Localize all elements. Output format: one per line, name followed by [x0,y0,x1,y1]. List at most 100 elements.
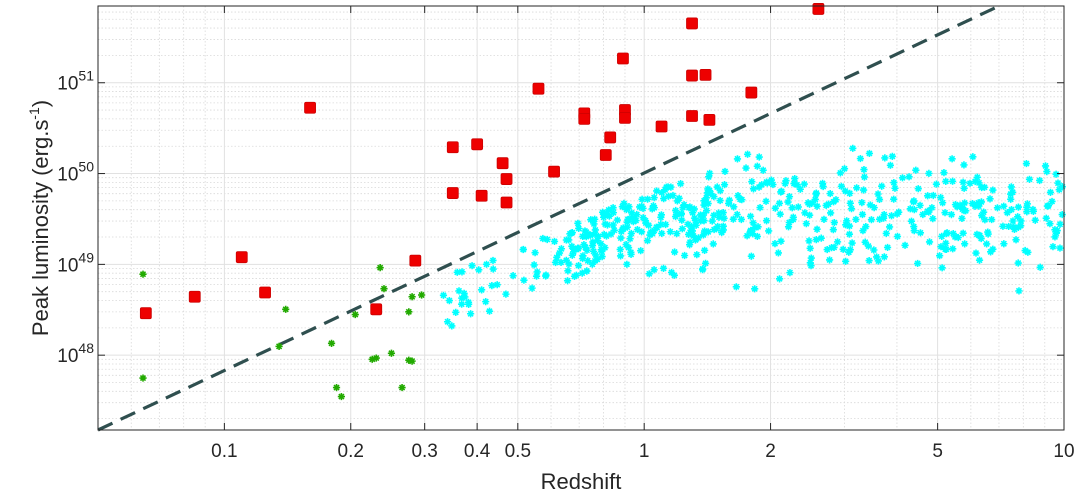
cyan-point [645,270,653,278]
green-point [408,293,416,301]
cyan-point [488,282,496,290]
cyan-point [520,276,528,284]
cyan-point [706,169,714,177]
cyan-point [475,266,483,274]
red-point [812,3,825,15]
cyan-point [1049,243,1057,251]
cyan-point [1015,287,1023,295]
cyan-point [796,185,804,193]
threshold-line [97,4,1000,432]
cyan-point [818,179,827,187]
cyan-point [657,220,665,229]
cyan-point [841,187,849,195]
red-point [496,157,509,170]
cyan-point [866,201,874,209]
cyan-point [1048,197,1056,206]
cyan-point [756,204,764,212]
cyan-point [1052,170,1060,178]
cyan-point [1023,203,1031,212]
cyan-point [1046,220,1054,228]
cyan-point [1023,200,1032,208]
cyan-point [482,298,490,306]
cyan-point [788,204,796,212]
cyan-point [860,173,869,181]
cyan-point [582,233,590,241]
cyan-point [689,232,698,240]
cyan-point [860,165,868,174]
cyan-point [827,244,836,252]
x-tick-label: 1 [639,441,650,462]
cyan-point [586,231,595,239]
cyan-point [742,164,750,172]
cyan-point [568,251,576,259]
cyan-point [749,185,758,193]
cyan-point [789,213,797,221]
cyan-point [460,289,468,297]
cyan-point [833,238,842,246]
cyan-point [452,308,460,316]
cyan-point [853,184,861,192]
cyan-point [568,242,576,250]
cyan-point [693,251,701,259]
cyan-point [880,253,888,261]
cyan-point [948,155,956,163]
cyan-point [685,204,693,212]
cyan-point [579,254,587,263]
cyan-point [929,215,937,223]
cyan-point [782,177,790,185]
cyan-point [993,204,1002,212]
cyan-point [657,213,665,221]
red-point [370,303,383,316]
cyan-point [914,259,922,268]
cyan-point [976,231,984,240]
cyan-point [781,179,789,188]
green-point [275,342,283,350]
cyan-point [845,222,854,230]
cyan-point [713,183,721,191]
cyan-point [1007,195,1015,203]
cyan-point [870,246,878,254]
cyan-point [958,214,966,223]
x-tick-label: 0.3 [411,441,437,462]
cyan-point [688,222,696,230]
cyan-point [859,227,867,235]
green-point [376,264,384,272]
cyan-point [730,203,738,211]
cyan-point [714,222,722,231]
cyan-point [830,218,838,227]
cyan-point [966,179,974,187]
cyan-point [829,226,837,234]
cyan-point [942,230,951,238]
cyan-point [891,184,899,192]
plot-background [98,6,1064,430]
red-point [599,149,612,161]
cyan-point [609,204,617,212]
cyan-point [737,215,745,224]
cyan-point [709,240,717,248]
cyan-point [562,236,570,244]
cyan-point [999,222,1007,230]
cyan-point [777,237,785,245]
cyan-point [881,154,889,162]
cyan-point [747,252,755,260]
cyan-point [553,253,561,262]
cyan-point [455,287,463,295]
cyan-point [625,203,633,211]
cyan-point [633,210,641,219]
cyan-point [519,245,527,254]
y-tick-label: 1051 [57,68,94,95]
cyan-point [769,180,777,189]
cyan-point [609,209,618,217]
y-axis-title-main: Peak luminosity (erg.s [28,120,53,336]
cyan-point [653,187,661,195]
cyan-point [678,225,686,233]
cyan-point [530,261,538,269]
green-point [282,305,290,313]
cyan-point [705,173,713,181]
cyan-point [784,223,793,231]
red-point [655,120,668,133]
cyan-point [916,201,924,209]
cyan-point [1009,188,1017,196]
